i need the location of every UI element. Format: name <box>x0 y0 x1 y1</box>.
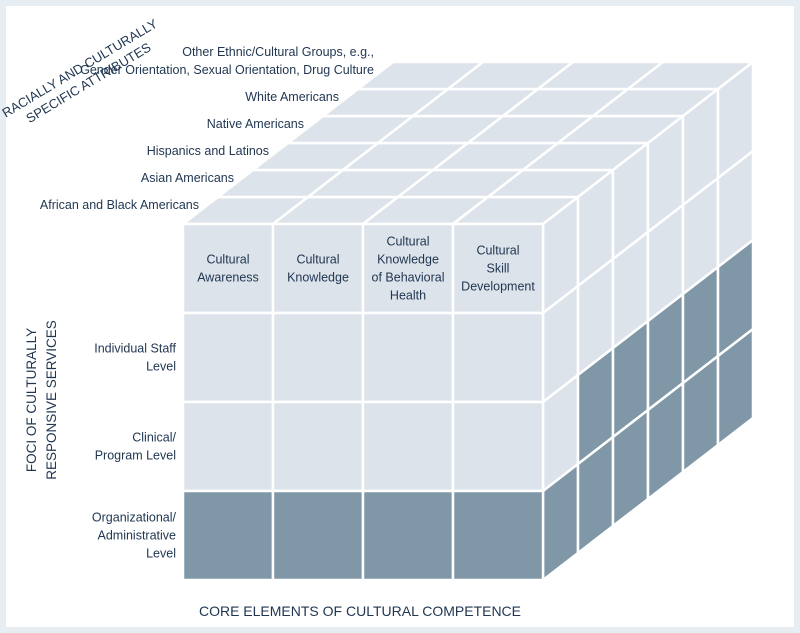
front-cell <box>271 400 365 493</box>
front-cell <box>361 311 455 404</box>
group-label: Other Ethnic/Cultural Groups, e.g., Gende… <box>80 45 374 77</box>
group-label: Asian Americans <box>141 171 234 185</box>
element-label: Cultural Knowledge <box>287 253 349 285</box>
group-label: White Americans <box>245 90 339 104</box>
front-cell <box>361 400 455 493</box>
front-cell <box>181 400 275 493</box>
group-label: Native Americans <box>207 117 304 131</box>
front-cell <box>181 311 275 404</box>
front-cell-dark <box>451 489 545 582</box>
element-label: Cultural Knowledge of Behavioral Health <box>372 235 445 303</box>
vertical-axis-title: FOCI OF CULTURALLY RESPONSIVE SERVICES <box>24 320 59 480</box>
element-header-cell <box>181 222 275 315</box>
front-cell-dark <box>181 489 275 582</box>
level-label: Organizational/Administrative Level <box>92 511 177 561</box>
front-cell-dark <box>361 489 455 582</box>
group-label: African and Black Americans <box>40 198 199 212</box>
front-cell-dark <box>271 489 365 582</box>
right-cell-dark <box>716 326 755 448</box>
group-label: Hispanics and Latinos <box>147 144 269 158</box>
level-label: Individual Staff Level <box>94 342 176 374</box>
front-cell <box>271 311 365 404</box>
level-label: Clinical/Program Level <box>95 431 177 463</box>
front-cell <box>451 311 545 404</box>
element-label: Cultural Skill Development <box>461 244 535 294</box>
element-header-cell <box>271 222 365 315</box>
element-label: Cultural Awareness <box>197 253 259 285</box>
front-cell <box>451 400 545 493</box>
horizontal-axis-title: CORE ELEMENTS OF CULTURAL COMPETENCE <box>199 603 521 619</box>
